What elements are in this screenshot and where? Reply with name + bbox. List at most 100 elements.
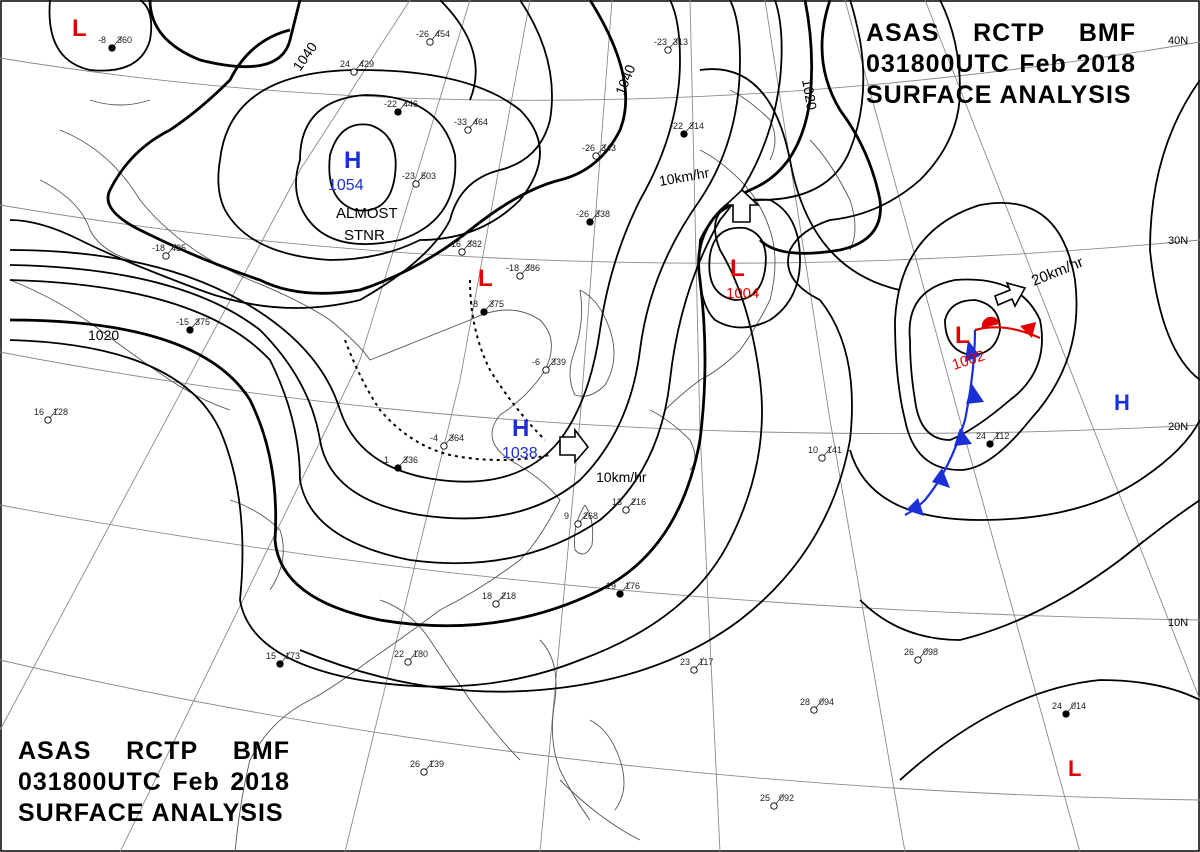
month-label-bottom: Feb (172, 768, 220, 796)
station-plot: 23 117 (680, 657, 713, 674)
station-temperature: -16 (448, 239, 461, 249)
station-temperature: 9 (564, 511, 569, 521)
station-temperature: -26 (416, 29, 429, 39)
low-center-5: L (1068, 756, 1081, 781)
station-circle-icon (458, 248, 466, 256)
latitude-labels: 40N 30N 20N 10N (1168, 35, 1188, 629)
station-temperature: 26 (904, 647, 914, 657)
station-plot: 26 139 (410, 759, 444, 776)
station-pressure: 364 (449, 433, 464, 443)
agency-label-bottom: ASAS (18, 737, 92, 765)
station-pressure: 386 (525, 263, 540, 273)
station-temperature: -33 (454, 117, 467, 127)
station-plot: -6 339 (532, 357, 566, 374)
station-pressure: 092 (779, 793, 794, 803)
station-circle-icon (440, 442, 448, 450)
station-pressure: 360 (117, 35, 132, 45)
station-plot: 13 216 (612, 497, 646, 514)
station-plot: 19 176 (606, 581, 640, 598)
station-plot: 24 429 (340, 59, 374, 76)
station-pressure: 454 (435, 29, 450, 39)
month-label: Feb (1019, 50, 1067, 78)
station-pressure: 141 (827, 445, 842, 455)
station-circle-icon (690, 666, 698, 674)
station-circle-icon (680, 130, 688, 138)
station-circle-icon (420, 768, 428, 776)
station-circle-icon (574, 520, 582, 528)
station-circle-icon (108, 44, 116, 52)
station-circle-icon (350, 68, 358, 76)
station-temperature: 24 (976, 431, 986, 441)
motion-label-2: 10km/hr (596, 469, 647, 485)
station-temperature: 1 (384, 455, 389, 465)
low-center-4: L (955, 322, 970, 349)
lat-label-30n: 30N (1168, 235, 1188, 247)
station-temperature: -26 (576, 209, 589, 219)
station-temperature: -22 (670, 121, 683, 131)
station-circle-icon (426, 38, 434, 46)
station-plot: 10 141 (808, 445, 842, 462)
station-pressure: 446 (403, 99, 418, 109)
station-temperature: -8 (98, 35, 106, 45)
office-label: BMF (1078, 19, 1136, 47)
datetime-label-bottom: 031800UTC (18, 768, 162, 796)
station-pressure: 464 (473, 117, 488, 127)
station-circle-icon (592, 152, 600, 160)
high-center-2: H (512, 415, 529, 442)
station-circle-icon (162, 252, 170, 260)
station-plot: 22 180 (394, 649, 428, 666)
station-pressure: 339 (551, 357, 566, 367)
station-plot: 15 173 (266, 651, 300, 668)
station-temperature: -8 (470, 299, 478, 309)
office-label-bottom: BMF (232, 737, 290, 765)
lat-label-20n: 20N (1168, 421, 1188, 433)
station-circle-icon (394, 108, 402, 116)
high-center-3: H (1114, 390, 1130, 415)
station-plot: -8 360 (98, 35, 132, 52)
isobar-label-1020-b: 1020 (799, 78, 820, 112)
station-circle-icon (492, 600, 500, 608)
station-circle-icon (664, 46, 672, 54)
lat-label-40n: 40N (1168, 35, 1188, 47)
station-plot: -18 435 (152, 243, 186, 260)
station-temperature: 16 (34, 407, 44, 417)
station-plot: -26 454 (416, 29, 450, 46)
high-center-1: H (344, 147, 361, 174)
station-circle-icon (616, 590, 624, 598)
station-pressure: 173 (285, 651, 300, 661)
year-label-bottom: 2018 (230, 768, 290, 796)
station-pressure: 382 (467, 239, 482, 249)
agency-label: ASAS (866, 19, 940, 47)
station-plot: 16 128 (34, 407, 68, 424)
station-temperature: -18 (152, 243, 165, 253)
station-circle-icon (1062, 710, 1070, 718)
station-pressure: 098 (923, 647, 938, 657)
station-circle-icon (394, 464, 402, 472)
station-circle-icon (914, 656, 922, 664)
station-plot: -26 343 (582, 143, 616, 160)
station-plots: -8 360 -26 454 24 429 -22 446 -33 464 -23 503 -22 314… (34, 29, 1086, 810)
station-plot: 24 112 (976, 431, 1009, 448)
station-pressure: 139 (429, 759, 444, 769)
station-plot: 28 094 (800, 697, 834, 714)
center-label-bottom: RCTP (126, 737, 199, 765)
station-plot: -15 375 (176, 317, 210, 334)
station-pressure: 128 (53, 407, 68, 417)
station-temperature: 22 (394, 649, 404, 659)
station-pressure: 313 (673, 37, 688, 47)
station-pressure: 112 (995, 431, 1009, 441)
station-temperature: -15 (176, 317, 189, 327)
station-circle-icon (770, 802, 778, 810)
low-center-1: L (72, 15, 87, 42)
low-center-3: L (730, 255, 745, 282)
station-circle-icon (810, 706, 818, 714)
station-temperature: -26 (582, 143, 595, 153)
isobar-label-1020-a: 1020 (88, 327, 119, 343)
station-plot: -4 364 (430, 433, 464, 450)
station-plot: -23 503 (402, 171, 436, 188)
warm-front (974, 316, 1041, 340)
station-circle-icon (276, 660, 284, 668)
stationary-label-line2: STNR (344, 227, 385, 244)
